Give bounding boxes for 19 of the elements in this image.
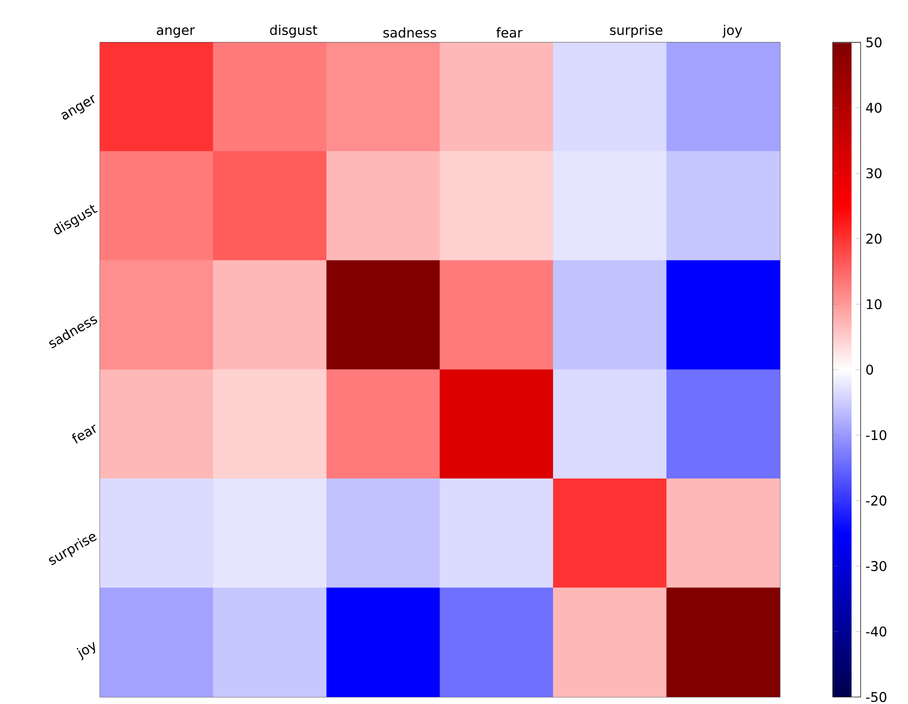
color-bar-label: -30 <box>866 560 886 572</box>
x-tick-label: joy <box>722 24 742 38</box>
x-tick-label: anger <box>156 27 195 38</box>
color-bar-label: 10 <box>866 299 882 310</box>
color-bar-label: 0 <box>866 364 874 375</box>
x-tick-label: sadness <box>383 27 436 38</box>
color-bar-label: -20 <box>866 496 886 506</box>
x-tick-label: fear <box>496 27 523 38</box>
color-bar-label: 50 <box>866 37 882 48</box>
color-bar-label: -50 <box>866 692 886 702</box>
color-bar-label: 40 <box>866 102 882 113</box>
color-bar-label: 30 <box>866 168 882 178</box>
y-tick-label: fear <box>72 424 96 444</box>
y-tick-label: joy <box>76 642 96 660</box>
x-tick-label: disgust <box>270 24 318 38</box>
color-bar-label: 20 <box>866 234 882 244</box>
x-tick-label: surprise <box>610 24 662 38</box>
color-bar-label: -40 <box>866 626 886 637</box>
color-bar-label: -10 <box>866 430 886 440</box>
